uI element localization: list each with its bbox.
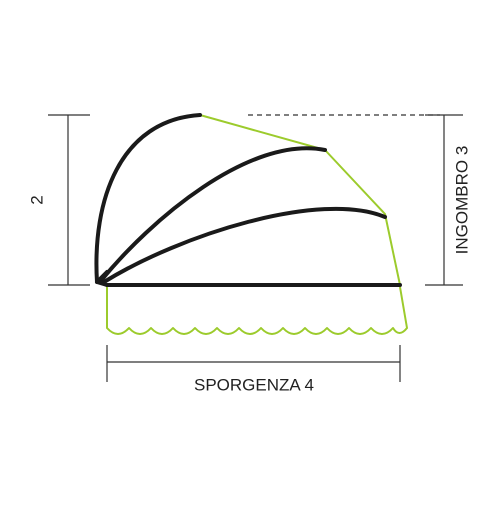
arm: [94, 113, 202, 284]
fabric-outline: [199, 114, 401, 286]
sporgenza-label: SPORGENZA 4: [194, 375, 314, 394]
height-dimension: [48, 114, 90, 286]
ingombro-dimension: [248, 114, 463, 286]
sporgenza-dimension: [106, 345, 401, 382]
ingombro-label: INGOMBRO 3: [452, 146, 471, 255]
valance: [106, 286, 408, 335]
height-label: 2: [27, 195, 46, 204]
arm: [98, 146, 327, 284]
arm: [102, 206, 387, 284]
